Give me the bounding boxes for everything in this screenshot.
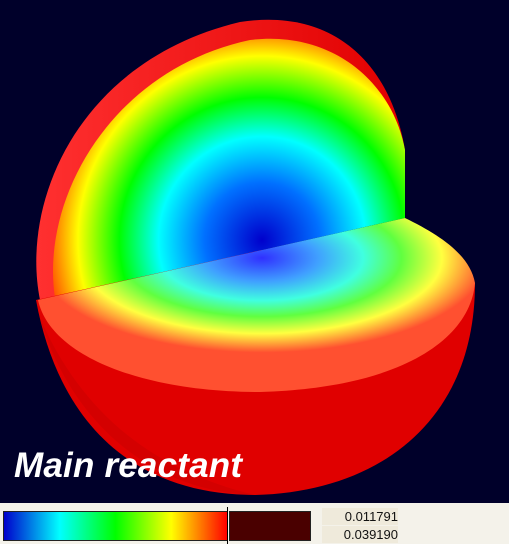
horizontal-cross-section bbox=[38, 218, 475, 392]
colormap-bar bbox=[3, 511, 228, 541]
caption-main-reactant: Main reactant bbox=[14, 446, 243, 485]
sphere-render bbox=[36, 19, 475, 495]
render-viewport[interactable]: Main reactant bbox=[0, 0, 509, 503]
range-min-value: 0.011791 bbox=[322, 508, 398, 525]
colormap-marker bbox=[227, 507, 228, 544]
color-legend: 0.011791 0.039190 bbox=[0, 503, 509, 544]
range-max-value: 0.039190 bbox=[322, 526, 398, 543]
vertical-cross-section bbox=[53, 38, 406, 298]
color-swatch bbox=[229, 511, 311, 541]
